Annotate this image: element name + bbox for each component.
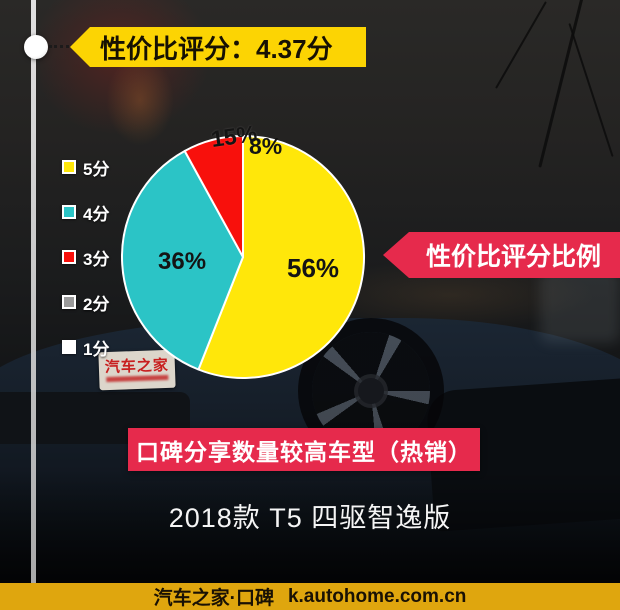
legend-item: 1分 bbox=[62, 337, 110, 359]
footer-url: k.autohome.com.cn bbox=[287, 585, 467, 607]
legend-label: 1分 bbox=[83, 339, 110, 359]
pie-slice-3分 bbox=[183, 135, 244, 258]
legend-item: 2分 bbox=[62, 292, 110, 314]
tree-branch bbox=[495, 1, 547, 89]
legend-swatch-icon bbox=[62, 340, 76, 354]
legend-item: 4分 bbox=[62, 202, 110, 224]
model-name: 2018款 T5 四驱智逸版 bbox=[168, 503, 452, 533]
rating-banner: 性价比评分：4.37分 bbox=[70, 27, 366, 67]
hot-sale-badge: 口碑分享数量较高车型（热销） bbox=[128, 428, 480, 471]
legend-label: 4分 bbox=[83, 204, 110, 224]
legend-swatch-icon bbox=[62, 160, 76, 174]
footer-bar: 汽车之家·口碑 k.autohome.com.cn bbox=[0, 583, 620, 610]
hot-sale-badge-label: 口碑分享数量较高车型（热销） bbox=[136, 438, 472, 465]
ratio-callout-label: 性价比评分比例 bbox=[425, 243, 601, 271]
pie-chart-area bbox=[118, 132, 368, 382]
dotted-connector-line bbox=[49, 45, 75, 48]
pie-slice-4分 bbox=[121, 149, 244, 371]
wheel-hub bbox=[358, 378, 384, 404]
rating-banner-label: 性价比评分：4.37分 bbox=[100, 33, 333, 64]
legend-label: 3分 bbox=[83, 249, 110, 269]
pie-value-label-4star: 36% bbox=[158, 248, 207, 275]
legend-label: 5分 bbox=[83, 159, 110, 179]
legend-swatch-icon bbox=[62, 250, 76, 264]
pie-slice-5分 bbox=[197, 135, 366, 379]
footer-brand: 汽车之家·口碑 bbox=[153, 588, 274, 609]
legend-swatch-icon bbox=[62, 295, 76, 309]
timeline-node-dot bbox=[24, 35, 48, 59]
tree-branch bbox=[538, 0, 585, 168]
tree-branch bbox=[568, 23, 614, 157]
ratio-callout-banner: 性价比评分比例 bbox=[383, 232, 620, 278]
legend-swatch-icon bbox=[62, 205, 76, 219]
legend-item: 3分 bbox=[62, 247, 110, 269]
legend-label: 2分 bbox=[83, 294, 110, 314]
timeline-rail bbox=[31, 0, 36, 584]
background-highlight bbox=[540, 268, 620, 343]
pie-value-label-5star: 56% bbox=[287, 253, 340, 283]
pie-chart bbox=[121, 135, 366, 379]
pie-legend: 5分 4分 3分 2分 1分 bbox=[62, 157, 110, 359]
pie-value-label-top-right: 8% bbox=[249, 133, 283, 159]
legend-item: 5分 bbox=[62, 157, 110, 179]
